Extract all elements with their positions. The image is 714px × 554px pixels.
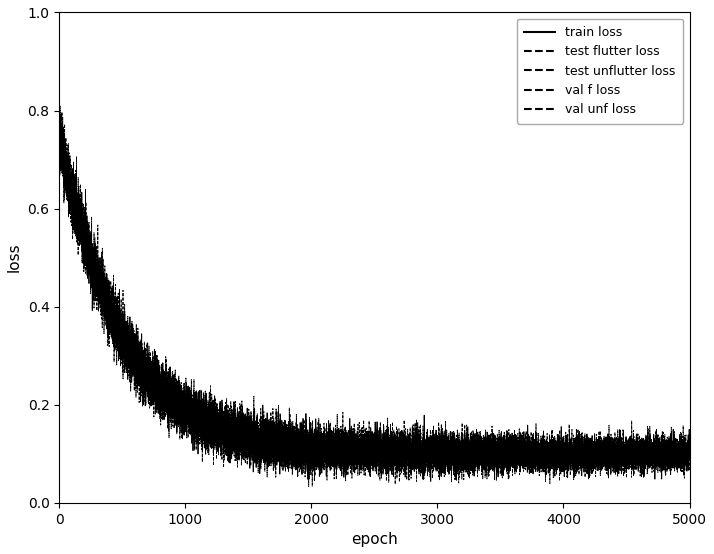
Y-axis label: loss: loss	[7, 243, 22, 273]
X-axis label: epoch: epoch	[351, 532, 398, 547]
Legend: train loss, test flutter loss, test unflutter loss, val f loss, val unf loss: train loss, test flutter loss, test unfl…	[517, 19, 683, 124]
